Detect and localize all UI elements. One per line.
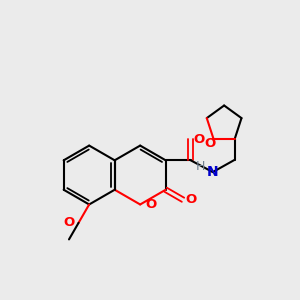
Text: O: O xyxy=(185,193,197,206)
Text: N: N xyxy=(207,165,219,179)
Text: O: O xyxy=(193,133,204,146)
Text: O: O xyxy=(145,198,156,211)
Text: H: H xyxy=(196,160,205,173)
Text: O: O xyxy=(204,137,216,150)
Text: O: O xyxy=(63,216,74,229)
